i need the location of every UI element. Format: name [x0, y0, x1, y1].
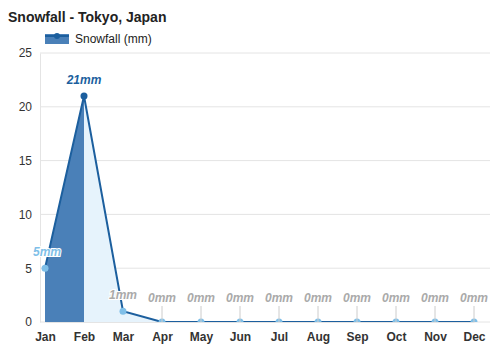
y-tick: 10 — [19, 208, 40, 222]
label-leader — [279, 306, 280, 322]
x-tick: Jul — [271, 322, 288, 344]
x-tick-label: Aug — [307, 330, 330, 344]
chart: Snowfall - Tokyo, Japan 0 5 10 15 20 25 Jan Feb M… — [0, 0, 500, 350]
legend: Snowfall (mm) — [45, 32, 152, 46]
y-tick-label: 0 — [25, 315, 32, 329]
x-tick: Oct — [386, 322, 406, 344]
label-leader — [318, 306, 319, 322]
x-tick-label: Sep — [346, 330, 368, 344]
data-label: 0mm — [421, 291, 449, 305]
x-axis-line — [46, 322, 475, 323]
area — [45, 96, 474, 322]
x-tick: Jan — [35, 322, 56, 344]
label-leader — [435, 306, 436, 322]
x-tick: Mar — [113, 322, 135, 344]
x-tick-label: Apr — [152, 330, 173, 344]
point — [42, 265, 49, 272]
data-label: 0mm — [382, 291, 410, 305]
x-tick-label: Mar — [113, 330, 135, 344]
x-tick: Jun — [230, 322, 251, 344]
data-label: 0mm — [460, 291, 488, 305]
data-label: 0mm — [187, 291, 215, 305]
label-leader — [396, 306, 397, 322]
y-tick-label: 20 — [19, 100, 33, 114]
x-tick: Dec — [463, 322, 485, 344]
highlight — [45, 96, 84, 322]
y-tick: 20 — [19, 100, 40, 114]
point — [120, 308, 127, 315]
y-tick-label: 15 — [19, 154, 33, 168]
data-label: 5mm — [33, 245, 61, 259]
data-label: 0mm — [148, 291, 176, 305]
legend-marker — [54, 33, 60, 39]
line — [45, 96, 474, 322]
y-tick: 25 — [19, 46, 40, 60]
x-tick: Aug — [307, 322, 330, 344]
label-leader — [240, 306, 241, 322]
x-tick: Apr — [152, 322, 173, 344]
data-label: 0mm — [226, 291, 254, 305]
x-tick-label: Jan — [35, 330, 56, 344]
x-tick-label: Dec — [463, 330, 485, 344]
data-label: 0mm — [265, 291, 293, 305]
y-tick: 5 — [25, 262, 40, 276]
legend-item: Snowfall (mm) — [45, 32, 152, 46]
x-tick-label: Jul — [271, 330, 288, 344]
y-tick-label: 25 — [19, 46, 33, 60]
data-labels: 5mm 21mm 1mm 0mm 0mm 0mm 0mm 0mm 0mm 0mm 0mm 0mm — [33, 73, 488, 322]
grid-line — [40, 106, 490, 107]
grid-line — [40, 214, 490, 215]
x-tick: Sep — [346, 322, 368, 344]
y-tick: 15 — [19, 154, 40, 168]
x-tick: Feb — [74, 322, 95, 344]
y-tick-label: 10 — [19, 208, 33, 222]
x-tick-label: Nov — [424, 330, 447, 344]
data-label: 0mm — [304, 291, 332, 305]
title: Snowfall - Tokyo, Japan — [8, 9, 166, 25]
data-label: 1mm — [109, 288, 137, 302]
label-leader — [201, 306, 202, 322]
grid — [40, 53, 490, 322]
plot-area — [42, 93, 478, 322]
label-leader — [474, 306, 475, 322]
x-axis: Jan Feb Mar Apr May Jun Jul Aug Sep Oct Nov Dec — [35, 322, 486, 344]
label-leader — [162, 306, 163, 322]
data-label: 0mm — [343, 291, 371, 305]
y-axis: 0 5 10 15 20 25 — [19, 46, 41, 329]
x-tick-label: Feb — [74, 330, 95, 344]
y-axis-line — [40, 54, 41, 323]
area-highlight — [45, 96, 84, 322]
grid-line — [40, 53, 490, 54]
x-tick: Nov — [424, 322, 447, 344]
x-tick-label: Oct — [386, 330, 406, 344]
y-tick: 0 — [25, 315, 40, 329]
legend-label: Snowfall (mm) — [75, 32, 152, 46]
point — [81, 93, 88, 100]
legend-swatch — [45, 34, 69, 44]
y-tick-label: 5 — [25, 262, 32, 276]
x-tick-label: Jun — [230, 330, 251, 344]
x-tick-label: May — [190, 330, 214, 344]
label-leader — [357, 306, 358, 322]
grid-line — [40, 160, 490, 161]
x-tick: May — [190, 322, 214, 344]
data-label: 21mm — [66, 73, 102, 87]
